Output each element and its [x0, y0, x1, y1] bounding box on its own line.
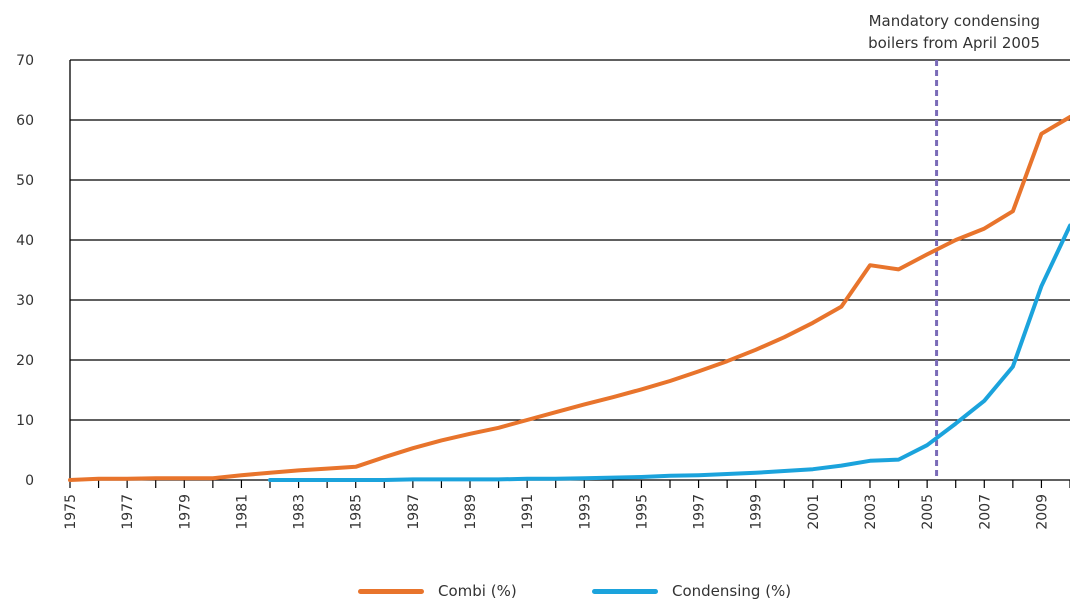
x-tick-label-1985: 1985	[349, 494, 365, 530]
y-tick-label-40: 40	[16, 233, 34, 249]
legend: Combi (%) Condensing (%)	[0, 580, 1070, 604]
y-tick-label-70: 70	[16, 53, 34, 69]
x-tick-label-1995: 1995	[634, 494, 650, 530]
x-axis-tick-labels: 1975 1977 1979 1981 1983 1985 1987 1989 1991 1993…	[63, 494, 1050, 530]
y-tick-label-50: 50	[16, 173, 34, 189]
x-tick-label-2003: 2003	[863, 494, 879, 530]
x-tick-label-1993: 1993	[577, 494, 593, 530]
x-tick-label-1999: 1999	[749, 494, 765, 530]
x-tick-label-1979: 1979	[177, 494, 193, 530]
series-line-condensing	[268, 223, 1070, 482]
x-tick-label-2001: 2001	[806, 494, 822, 530]
gridlines	[69, 59, 1070, 481]
x-tick-label-2009: 2009	[1034, 494, 1050, 530]
x-axis	[69, 480, 1070, 488]
x-tick-label-1977: 1977	[120, 494, 136, 530]
x-tick-label-1997: 1997	[692, 494, 708, 530]
legend-swatch-combi	[358, 588, 424, 594]
legend-label-condensing: Condensing (%)	[672, 582, 792, 600]
y-tick-label-0: 0	[25, 473, 34, 489]
annotation-text-line-1: boilers from April 2005	[868, 34, 1040, 52]
x-tick-label-1987: 1987	[406, 494, 422, 530]
annotation-text-line-0: Mandatory condensing	[869, 12, 1040, 30]
y-axis-tick-labels: 0 10 20 30 40 50 60 70	[16, 53, 34, 489]
x-tick-label-1989: 1989	[463, 494, 479, 530]
x-tick-label-2005: 2005	[920, 494, 936, 530]
x-tick-label-1991: 1991	[520, 494, 536, 530]
annotation-group: Mandatory condensing boilers from April 2…	[868, 12, 1040, 480]
series-lines	[68, 115, 1070, 482]
y-tick-label-20: 20	[16, 353, 34, 369]
legend-swatch-condensing	[592, 588, 658, 594]
legend-label-combi: Combi (%)	[438, 582, 517, 600]
legend-item-combi: Combi (%)	[358, 580, 517, 602]
y-tick-label-60: 60	[16, 113, 34, 129]
y-tick-label-10: 10	[16, 413, 34, 429]
y-tick-label-30: 30	[16, 293, 34, 309]
legend-item-condensing: Condensing (%)	[592, 580, 791, 602]
x-tick-label-2007: 2007	[977, 494, 993, 530]
x-tick-label-1975: 1975	[63, 494, 79, 530]
line-chart: 0 10 20 30 40 50 60 70 1975 1977 1979 1981 1983 1985…	[16, 12, 1070, 530]
x-tick-label-1983: 1983	[292, 494, 308, 530]
x-tick-label-1981: 1981	[234, 494, 250, 530]
series-line-combi	[68, 115, 1070, 482]
